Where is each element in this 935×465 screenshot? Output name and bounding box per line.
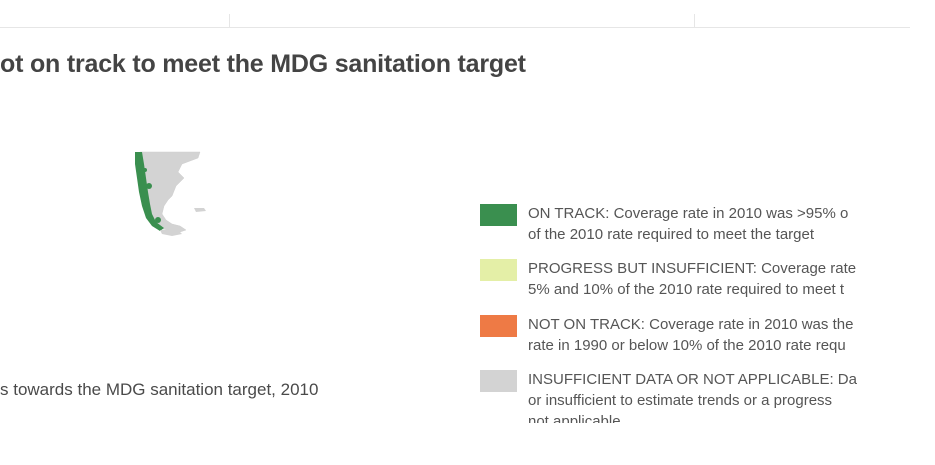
map-southern-cone xyxy=(135,151,206,236)
legend-line: PROGRESS BUT INSUFFICIENT: Coverage rate xyxy=(528,260,857,277)
legend-item-not-on-track: NOT ON TRACK: Coverage rate in 2010 was … xyxy=(480,314,910,362)
map-region-falklands xyxy=(194,208,206,212)
top-separator xyxy=(229,14,230,27)
legend-line: or insufficient to estimate trends or a … xyxy=(528,392,833,409)
legend-swatch-insufficient-data xyxy=(480,370,517,392)
legend-swatch-not-on-track xyxy=(480,315,517,337)
map-spot xyxy=(155,217,161,223)
legend-line: INSUFFICIENT DATA OR NOT APPLICABLE: Da xyxy=(528,371,857,388)
legend-label: INSUFFICIENT DATA OR NOT APPLICABLE: Da … xyxy=(528,369,910,423)
legend-swatch-progress-insufficient xyxy=(480,259,517,281)
legend-line: NOT ON TRACK: Coverage rate in 2010 was … xyxy=(528,316,854,333)
figure-caption: s towards the MDG sanitation target, 201… xyxy=(0,380,319,399)
legend-line: not applicable xyxy=(528,413,621,423)
legend-line: rate in 1990 or below 10% of the 2010 ra… xyxy=(528,337,846,354)
legend-item-insufficient-data: INSUFFICIENT DATA OR NOT APPLICABLE: Da … xyxy=(480,369,910,423)
map-region-chile xyxy=(135,152,164,231)
top-separator xyxy=(694,14,695,27)
legend-swatch-on-track xyxy=(480,204,517,226)
legend-line: ON TRACK: Coverage rate in 2010 was >95%… xyxy=(528,205,849,222)
legend-label: PROGRESS BUT INSUFFICIENT: Coverage rate… xyxy=(528,258,910,300)
map-legend: ON TRACK: Coverage rate in 2010 was >95%… xyxy=(480,203,910,423)
map-region-tierra-del-fuego xyxy=(160,230,182,236)
figure-title: ot on track to meet the MDG sanitation t… xyxy=(0,50,526,78)
legend-item-progress-insufficient: PROGRESS BUT INSUFFICIENT: Coverage rate… xyxy=(480,258,910,306)
legend-item-on-track: ON TRACK: Coverage rate in 2010 was >95%… xyxy=(480,203,910,251)
top-divider xyxy=(0,27,910,28)
legend-label: ON TRACK: Coverage rate in 2010 was >95%… xyxy=(528,203,910,245)
map-spot xyxy=(146,183,152,189)
legend-line: 5% and 10% of the 2010 rate required to … xyxy=(528,281,845,298)
map-spot xyxy=(143,168,147,172)
legend-label: NOT ON TRACK: Coverage rate in 2010 was … xyxy=(528,314,910,356)
legend-line: of the 2010 rate required to meet the ta… xyxy=(528,226,815,243)
